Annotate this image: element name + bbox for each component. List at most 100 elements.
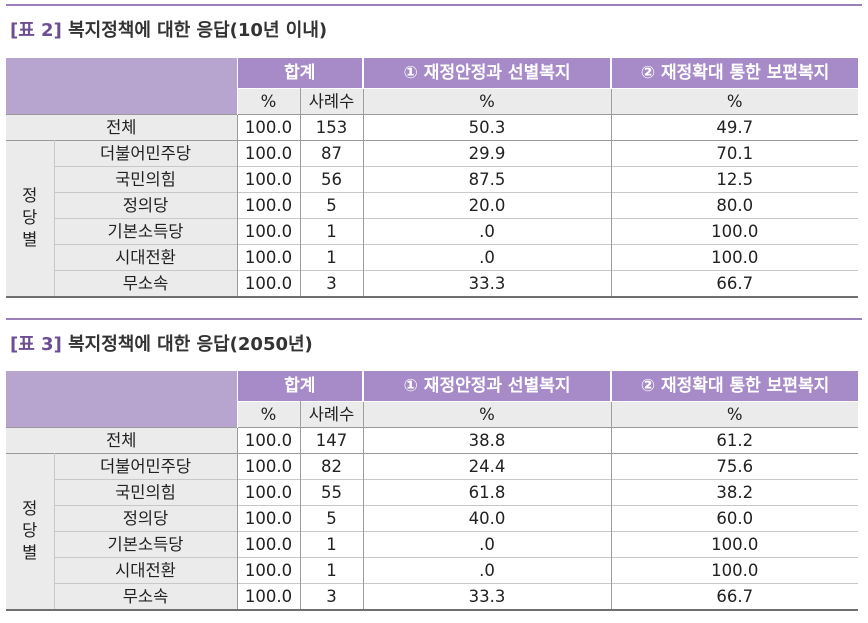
cell-pct: 100.0 (236, 557, 300, 584)
cell-pct: 100.0 (236, 479, 300, 506)
table-row: 국민의힘 100.0 56 87.5 12.5 (6, 166, 858, 193)
table-row: 무소속 100.0 3 33.3 66.7 (6, 270, 858, 297)
cell-pct: 100.0 (236, 453, 300, 480)
subheader-option-2-pct: % (611, 401, 858, 428)
row-label: 무소속 (54, 270, 237, 297)
cell-option-2: 61.2 (610, 427, 858, 454)
table-title: [표 2] 복지정책에 대한 응답(10년 이내) (10, 16, 327, 42)
table-row: 정당별 더불어민주당 100.0 87 29.9 70.1 (6, 140, 858, 297)
subheader-row: % 사례수 % % (6, 88, 858, 115)
row-label: 전체 (6, 114, 237, 141)
subheader-pct: % (237, 401, 301, 428)
cell-option-2: 70.1 (610, 140, 858, 167)
table-row: 정의당 100.0 5 40.0 60.0 (6, 505, 858, 532)
cell-cases: 5 (299, 505, 363, 532)
cell-cases: 3 (299, 270, 363, 297)
cell-pct: 100.0 (236, 192, 300, 219)
cell-pct: 100.0 (236, 270, 300, 297)
header-row: 합계 ① 재정안정과 선별복지 ② 재정확대 통한 보편복지 (6, 58, 858, 115)
subheader-row: % 사례수 % % (6, 401, 858, 428)
table-row: 정의당 100.0 5 20.0 80.0 (6, 192, 858, 219)
cell-option-2: 100.0 (610, 218, 858, 245)
cell-option-1: 20.0 (362, 192, 611, 219)
cell-option-2: 66.7 (610, 270, 858, 297)
cell-option-2: 100.0 (610, 244, 858, 271)
response-table-2050: 합계 ① 재정안정과 선별복지 ② 재정확대 통한 보편복지 % 사례수 % %… (6, 371, 858, 611)
table-row: 정당별 더불어민주당 100.0 82 24.4 75.6 (6, 453, 858, 610)
cell-cases: 87 (299, 140, 363, 167)
cell-option-1: .0 (362, 244, 611, 271)
cell-option-1: .0 (362, 557, 611, 584)
header-option-1: ① 재정안정과 선별복지 (363, 58, 612, 89)
header-option-2: ② 재정확대 통한 보편복지 (611, 371, 858, 402)
subheader-cases: 사례수 (300, 401, 364, 428)
subheader-option-2-pct: % (611, 88, 858, 115)
cell-cases: 1 (299, 557, 363, 584)
subheader-pct: % (237, 88, 301, 115)
cell-pct: 100.0 (236, 427, 300, 454)
row-label: 정의당 (54, 505, 237, 532)
cell-option-2: 60.0 (610, 505, 858, 532)
group-label: 정당별 (6, 140, 55, 297)
table-tag: [표 2] (10, 20, 62, 41)
table-row: 시대전환 100.0 1 .0 100.0 (6, 244, 858, 271)
top-divider-1 (6, 4, 862, 6)
table-row: 기본소득당 100.0 1 .0 100.0 (6, 218, 858, 245)
cell-option-2: 12.5 (610, 166, 858, 193)
cell-cases: 82 (299, 453, 363, 480)
cell-option-2: 100.0 (610, 531, 858, 558)
cell-option-1: 40.0 (362, 505, 611, 532)
cell-pct: 100.0 (236, 505, 300, 532)
group-label: 정당별 (6, 453, 55, 610)
cell-option-1: 33.3 (362, 270, 611, 297)
cell-pct: 100.0 (236, 218, 300, 245)
table-row: 전체 100.0 153 50.3 49.7 (6, 114, 858, 141)
cell-cases: 3 (299, 583, 363, 610)
cell-cases: 1 (299, 218, 363, 245)
cell-option-2: 80.0 (610, 192, 858, 219)
header-total: 합계 (237, 371, 364, 402)
cell-cases: 55 (299, 479, 363, 506)
cell-option-1: 33.3 (362, 583, 611, 610)
header-option-2: ② 재정확대 통한 보편복지 (611, 58, 858, 89)
table-row: 전체 100.0 147 38.8 61.2 (6, 427, 858, 454)
cell-option-2: 66.7 (610, 583, 858, 610)
group-label-text: 정당별 (22, 499, 38, 562)
cell-cases: 5 (299, 192, 363, 219)
cell-pct: 100.0 (236, 114, 300, 141)
row-label: 국민의힘 (54, 166, 237, 193)
cell-option-1: .0 (362, 218, 611, 245)
row-label: 기본소득당 (54, 531, 237, 558)
cell-option-2: 100.0 (610, 557, 858, 584)
table-row: 국민의힘 100.0 55 61.8 38.2 (6, 479, 858, 506)
cell-pct: 100.0 (236, 166, 300, 193)
table-row: 기본소득당 100.0 1 .0 100.0 (6, 531, 858, 558)
cell-pct: 100.0 (236, 531, 300, 558)
table-row: 무소속 100.0 3 33.3 66.7 (6, 583, 858, 610)
top-divider-2 (6, 318, 862, 320)
cell-pct: 100.0 (236, 244, 300, 271)
cell-option-1: .0 (362, 531, 611, 558)
subheader-cases: 사례수 (300, 88, 364, 115)
row-label: 더불어민주당 (54, 453, 237, 480)
row-label: 무소속 (54, 583, 237, 610)
table-title: [표 3] 복지정책에 대한 응답(2050년) (10, 330, 313, 356)
cell-cases: 1 (299, 531, 363, 558)
table-title-text: 복지정책에 대한 응답(10년 이내) (68, 20, 328, 41)
cell-option-1: 24.4 (362, 453, 611, 480)
row-label: 국민의힘 (54, 479, 237, 506)
cell-option-1: 29.9 (362, 140, 611, 167)
cell-option-1: 87.5 (362, 166, 611, 193)
cell-pct: 100.0 (236, 140, 300, 167)
header-corner (6, 58, 238, 115)
cell-pct: 100.0 (236, 583, 300, 610)
row-label: 더불어민주당 (54, 140, 237, 167)
cell-option-1: 50.3 (362, 114, 611, 141)
row-label: 시대전환 (54, 557, 237, 584)
subheader-option-1-pct: % (363, 401, 612, 428)
row-label: 전체 (6, 427, 237, 454)
header-total: 합계 (237, 58, 364, 89)
table-title-text: 복지정책에 대한 응답(2050년) (68, 334, 313, 355)
cell-option-1: 38.8 (362, 427, 611, 454)
cell-cases: 1 (299, 244, 363, 271)
